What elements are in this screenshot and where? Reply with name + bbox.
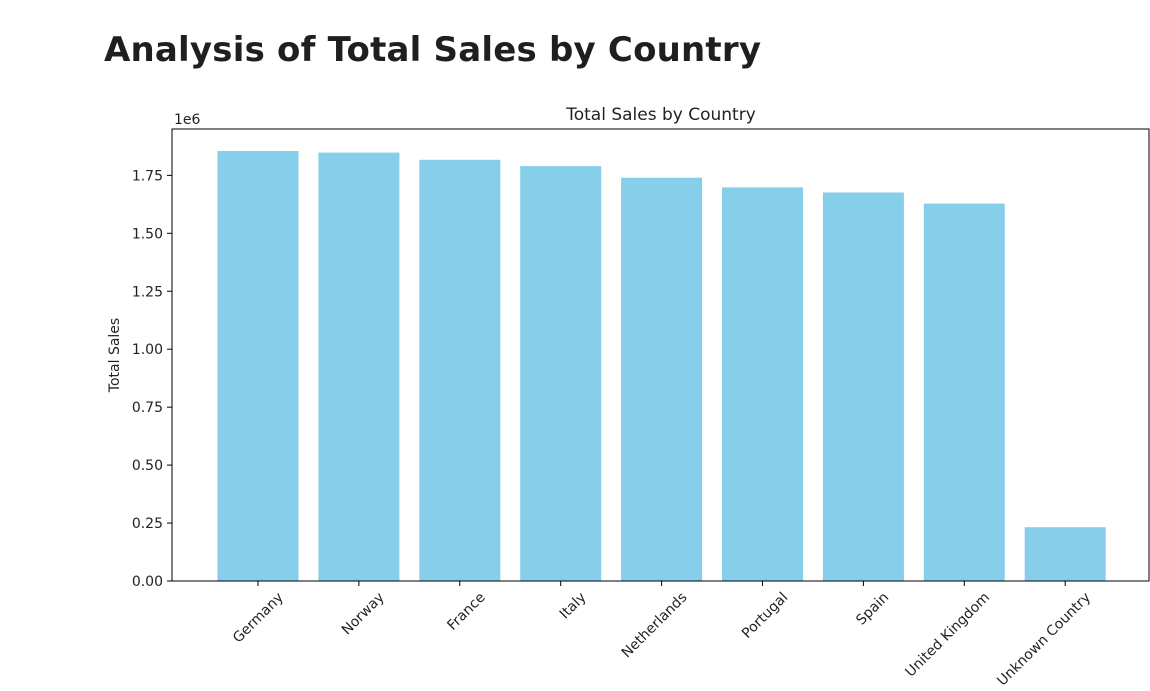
bar-norway <box>318 152 400 581</box>
x-tick-label: Norway <box>339 590 388 639</box>
y-tick-label: 0.50 <box>132 458 163 474</box>
x-axis-ticks: Germany Norway France Italy Netherlands Portu… <box>230 581 1094 689</box>
y-tick-label: 0.25 <box>132 516 163 532</box>
bar-unknown-country <box>1024 527 1106 581</box>
bar-germany <box>217 151 299 581</box>
bar-united-kingdom <box>923 203 1005 581</box>
y-tick-label: 0.00 <box>132 574 163 590</box>
bar-italy <box>520 166 602 581</box>
y-tick-label: 0.75 <box>132 400 163 416</box>
x-tick-label: Netherlands <box>619 590 691 662</box>
x-tick-label: Portugal <box>739 590 791 642</box>
y-axis-label: Total Sales <box>107 318 123 393</box>
y-axis-scale-label: 1e6 <box>174 112 201 128</box>
x-tick-label: France <box>444 590 488 634</box>
y-axis-ticks: 0.00 0.25 0.50 0.75 1.00 1.25 1.50 1.75 <box>132 168 172 590</box>
chart-title: Total Sales by Country <box>565 105 756 125</box>
x-tick-label: Spain <box>853 590 892 629</box>
y-tick-label: 1.75 <box>132 168 163 184</box>
bar-netherlands <box>621 177 703 581</box>
x-tick-label: United Kingdom <box>902 590 993 681</box>
y-tick-label: 1.25 <box>132 284 163 300</box>
bar-portugal <box>722 187 803 581</box>
x-tick-label: Italy <box>557 590 590 623</box>
page-title: Analysis of Total Sales by Country <box>104 30 762 70</box>
bar-france <box>419 159 501 582</box>
y-tick-label: 1.00 <box>132 342 163 358</box>
x-tick-label: Unknown Country <box>994 590 1094 690</box>
x-tick-label: Germany <box>230 590 287 647</box>
bars-group <box>217 151 1106 582</box>
y-tick-label: 1.50 <box>132 226 163 242</box>
bar-spain <box>822 192 904 581</box>
plot-area-frame <box>171 128 1150 582</box>
